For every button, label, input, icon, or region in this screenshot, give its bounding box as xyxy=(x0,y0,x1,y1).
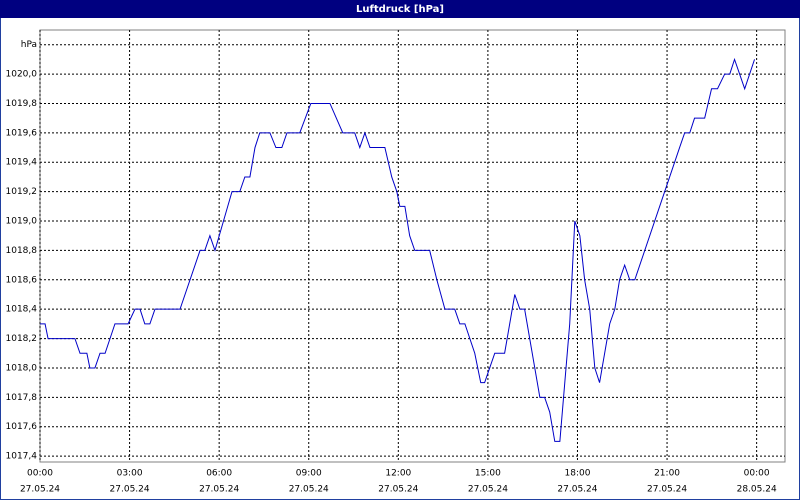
y-tick-label: 1017,8 xyxy=(6,393,38,403)
y-tick-label: 1019,4 xyxy=(6,158,38,168)
x-tick-label: 00:00 xyxy=(744,469,770,479)
title-bar xyxy=(0,0,800,18)
x-tick-label: 21:00 xyxy=(654,469,680,479)
x-tick-label: 15:00 xyxy=(475,469,501,479)
x-tick-label: 27.05.24 xyxy=(557,485,597,495)
x-tick-label: 27.05.24 xyxy=(378,485,418,495)
x-tick-label: 00:00 xyxy=(27,469,53,479)
plot-area xyxy=(39,29,786,463)
y-tick-label: 1017,6 xyxy=(6,422,38,432)
x-tick-label: 27.05.24 xyxy=(110,485,150,495)
y-tick-label: 1017,4 xyxy=(6,452,38,462)
x-tick-label: 12:00 xyxy=(385,469,411,479)
data-line xyxy=(40,57,756,442)
x-tick-label: 03:00 xyxy=(117,469,143,479)
y-tick-label: 1019,0 xyxy=(6,217,38,227)
x-tick-label: 28.05.24 xyxy=(737,485,777,495)
y-tick-label: 1019,6 xyxy=(6,128,38,138)
chart-title: Luftdruck [hPa] xyxy=(356,4,444,15)
x-tick-label: 27.05.24 xyxy=(20,485,60,495)
x-tick-label: 27.05.24 xyxy=(647,485,687,495)
y-tick-label: 1020,0 xyxy=(6,70,38,80)
x-tick-label: 27.05.24 xyxy=(199,485,239,495)
x-tick-label: 27.05.24 xyxy=(468,485,508,495)
y-tick-label: 1018,6 xyxy=(6,275,38,285)
y-tick-label: 1018,8 xyxy=(6,246,38,256)
y-tick-label: 1018,0 xyxy=(6,363,38,373)
y-tick-label: 1019,8 xyxy=(6,99,38,109)
y-tick-label: hPa xyxy=(21,40,37,50)
x-tick-label: 18:00 xyxy=(565,469,591,479)
y-tick-label: 1018,4 xyxy=(6,305,38,315)
y-tick-label: 1018,2 xyxy=(6,334,38,344)
x-tick-label: 06:00 xyxy=(206,469,232,479)
x-tick-label: 09:00 xyxy=(296,469,322,479)
x-tick-label: 27.05.24 xyxy=(289,485,329,495)
y-tick-label: 1019,2 xyxy=(6,187,38,197)
